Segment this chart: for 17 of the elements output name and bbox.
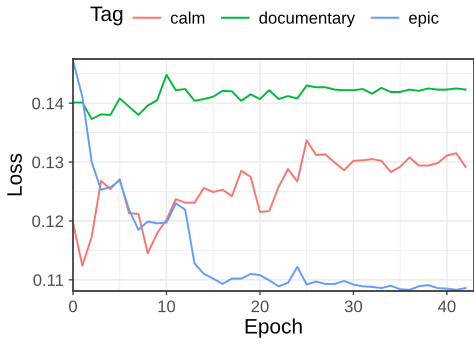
x-tick-label: 20 — [252, 300, 269, 312]
x-tick-label: 40 — [438, 300, 456, 312]
legend-label: epic — [409, 12, 438, 28]
x-tick-label: 10 — [158, 300, 176, 312]
y-axis-title: Loss — [7, 154, 22, 196]
legend-label: calm — [170, 12, 204, 24]
legend-label: documentary — [259, 12, 355, 28]
line-series — [73, 139, 467, 267]
y-tick-label: 0.12 — [32, 215, 64, 228]
legend-title: Tag — [90, 6, 122, 26]
x-tick-label: 0 — [69, 300, 77, 312]
x-axis-title: Epoch — [246, 318, 302, 338]
x-tick-label: 30 — [344, 300, 362, 312]
line-series — [73, 74, 467, 120]
y-tick-label: 0.11 — [33, 274, 64, 286]
y-tick-label: 0.14 — [32, 98, 64, 110]
y-tick-label: 0.13 — [32, 156, 64, 168]
